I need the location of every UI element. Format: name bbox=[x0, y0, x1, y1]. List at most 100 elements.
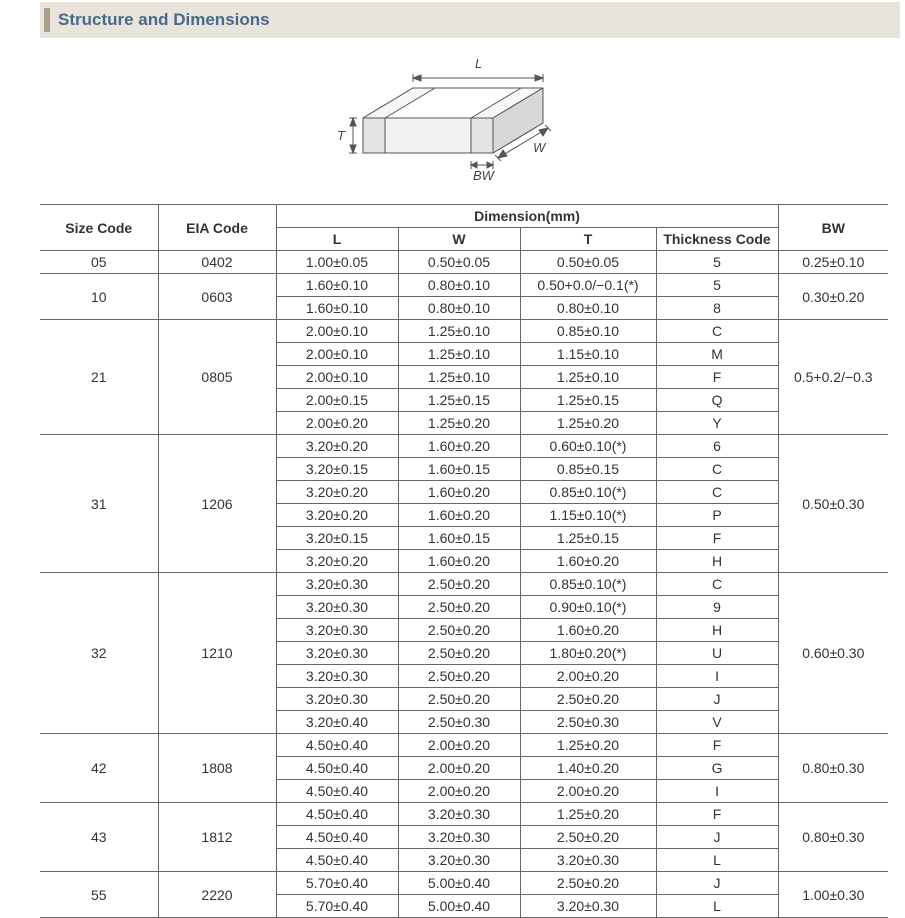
cell-thickness-code: Y bbox=[656, 412, 778, 435]
cell-l: 5.70±0.40 bbox=[276, 872, 398, 895]
cell-w: 2.00±0.20 bbox=[398, 757, 520, 780]
cell-w: 2.50±0.20 bbox=[398, 573, 520, 596]
cell-l: 2.00±0.10 bbox=[276, 366, 398, 389]
cell-l: 3.20±0.20 bbox=[276, 504, 398, 527]
cell-l: 3.20±0.30 bbox=[276, 596, 398, 619]
cell-l: 3.20±0.15 bbox=[276, 458, 398, 481]
cell-t: 1.80±0.20(*) bbox=[520, 642, 656, 665]
cell-w: 1.60±0.20 bbox=[398, 550, 520, 573]
table-body: 0504021.00±0.050.50±0.050.50±0.0550.25±0… bbox=[40, 251, 888, 918]
cell-l: 1.60±0.10 bbox=[276, 274, 398, 297]
table-row: 0504021.00±0.050.50±0.050.50±0.0550.25±0… bbox=[40, 251, 888, 274]
cell-thickness-code: F bbox=[656, 734, 778, 757]
section-title: Structure and Dimensions bbox=[58, 10, 270, 30]
cell-w: 0.50±0.05 bbox=[398, 251, 520, 274]
cell-thickness-code: 9 bbox=[656, 596, 778, 619]
label-T: T bbox=[337, 128, 346, 143]
cell-thickness-code: I bbox=[656, 780, 778, 803]
cell-thickness-code: L bbox=[656, 895, 778, 918]
cell-w: 3.20±0.30 bbox=[398, 803, 520, 826]
label-BW: BW bbox=[473, 168, 496, 183]
cell-size-code: 10 bbox=[40, 274, 158, 320]
dimensions-table: Size Code EIA Code Dimension(mm) BW L W … bbox=[40, 204, 888, 918]
table-row: 3212103.20±0.302.50±0.200.85±0.10(*)C0.6… bbox=[40, 573, 888, 596]
table-row: 1006031.60±0.100.80±0.100.50+0.0/−0.1(*)… bbox=[40, 274, 888, 297]
cell-t: 1.15±0.10(*) bbox=[520, 504, 656, 527]
cell-thickness-code: V bbox=[656, 711, 778, 734]
cell-size-code: 43 bbox=[40, 803, 158, 872]
cell-t: 2.50±0.30 bbox=[520, 711, 656, 734]
cell-bw: 0.25±0.10 bbox=[778, 251, 888, 274]
label-L: L bbox=[475, 56, 482, 71]
cell-t: 1.25±0.15 bbox=[520, 527, 656, 550]
cell-bw: 0.30±0.20 bbox=[778, 274, 888, 320]
cell-l: 4.50±0.40 bbox=[276, 757, 398, 780]
cell-w: 1.60±0.20 bbox=[398, 504, 520, 527]
cell-t: 0.85±0.10 bbox=[520, 320, 656, 343]
cell-t: 1.60±0.20 bbox=[520, 550, 656, 573]
cell-eia-code: 1210 bbox=[158, 573, 276, 734]
cell-t: 2.00±0.20 bbox=[520, 665, 656, 688]
cell-eia-code: 1206 bbox=[158, 435, 276, 573]
cell-thickness-code: 5 bbox=[656, 274, 778, 297]
cell-l: 4.50±0.40 bbox=[276, 803, 398, 826]
cell-w: 2.50±0.20 bbox=[398, 688, 520, 711]
chip-diagram-svg: L W T BW bbox=[323, 48, 583, 198]
table-row: 5522205.70±0.405.00±0.402.50±0.20J1.00±0… bbox=[40, 872, 888, 895]
cell-l: 3.20±0.40 bbox=[276, 711, 398, 734]
cell-eia-code: 2220 bbox=[158, 872, 276, 918]
cell-thickness-code: M bbox=[656, 343, 778, 366]
cell-t: 3.20±0.30 bbox=[520, 895, 656, 918]
cell-w: 0.80±0.10 bbox=[398, 297, 520, 320]
cell-thickness-code: H bbox=[656, 550, 778, 573]
col-l: L bbox=[276, 228, 398, 251]
cell-thickness-code: C bbox=[656, 481, 778, 504]
cell-l: 3.20±0.30 bbox=[276, 573, 398, 596]
cell-w: 1.60±0.20 bbox=[398, 481, 520, 504]
col-eia-code: EIA Code bbox=[158, 205, 276, 251]
cell-l: 3.20±0.20 bbox=[276, 435, 398, 458]
col-t: T bbox=[520, 228, 656, 251]
cell-thickness-code: U bbox=[656, 642, 778, 665]
cell-l: 1.60±0.10 bbox=[276, 297, 398, 320]
cell-thickness-code: F bbox=[656, 366, 778, 389]
cell-bw: 0.50±0.30 bbox=[778, 435, 888, 573]
cell-l: 4.50±0.40 bbox=[276, 826, 398, 849]
cell-thickness-code: G bbox=[656, 757, 778, 780]
label-W: W bbox=[533, 140, 547, 155]
cell-l: 4.50±0.40 bbox=[276, 849, 398, 872]
cell-w: 1.60±0.20 bbox=[398, 435, 520, 458]
cell-t: 1.15±0.10 bbox=[520, 343, 656, 366]
cell-w: 2.50±0.20 bbox=[398, 619, 520, 642]
cell-w: 5.00±0.40 bbox=[398, 872, 520, 895]
cell-t: 2.50±0.20 bbox=[520, 826, 656, 849]
cell-w: 2.00±0.20 bbox=[398, 734, 520, 757]
col-size-code: Size Code bbox=[40, 205, 158, 251]
cell-w: 2.50±0.20 bbox=[398, 665, 520, 688]
cell-bw: 0.80±0.30 bbox=[778, 803, 888, 872]
cell-bw: 0.60±0.30 bbox=[778, 573, 888, 734]
cell-t: 1.25±0.10 bbox=[520, 366, 656, 389]
cell-l: 2.00±0.15 bbox=[276, 389, 398, 412]
cell-t: 0.80±0.10 bbox=[520, 297, 656, 320]
cell-w: 2.50±0.30 bbox=[398, 711, 520, 734]
col-bw: BW bbox=[778, 205, 888, 251]
cell-bw: 1.00±0.30 bbox=[778, 872, 888, 918]
cell-w: 1.60±0.15 bbox=[398, 527, 520, 550]
cell-l: 1.00±0.05 bbox=[276, 251, 398, 274]
cell-t: 1.25±0.20 bbox=[520, 412, 656, 435]
cell-eia-code: 1812 bbox=[158, 803, 276, 872]
cell-thickness-code: P bbox=[656, 504, 778, 527]
cell-w: 1.60±0.15 bbox=[398, 458, 520, 481]
cell-l: 3.20±0.30 bbox=[276, 688, 398, 711]
cell-w: 2.50±0.20 bbox=[398, 596, 520, 619]
cell-size-code: 05 bbox=[40, 251, 158, 274]
cell-w: 0.80±0.10 bbox=[398, 274, 520, 297]
cell-t: 1.60±0.20 bbox=[520, 619, 656, 642]
cell-w: 3.20±0.30 bbox=[398, 849, 520, 872]
table-row: 4318124.50±0.403.20±0.301.25±0.20F0.80±0… bbox=[40, 803, 888, 826]
table-row: 3112063.20±0.201.60±0.200.60±0.10(*)60.5… bbox=[40, 435, 888, 458]
cell-thickness-code: Q bbox=[656, 389, 778, 412]
cell-size-code: 55 bbox=[40, 872, 158, 918]
cell-thickness-code: 5 bbox=[656, 251, 778, 274]
